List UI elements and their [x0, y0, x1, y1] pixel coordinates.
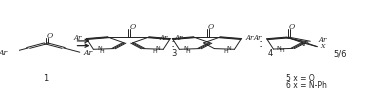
Text: :: :	[171, 37, 175, 50]
Text: 6 x = N-Ph: 6 x = N-Ph	[286, 81, 327, 90]
Text: N: N	[277, 46, 281, 51]
Text: Ar: Ar	[160, 34, 168, 42]
Text: 4: 4	[268, 49, 273, 58]
Text: 1: 1	[43, 74, 48, 83]
Text: Ar: Ar	[254, 34, 262, 42]
Text: 5 x = O: 5 x = O	[286, 74, 315, 83]
Text: Ar: Ar	[246, 34, 254, 42]
Text: Ar: Ar	[319, 36, 327, 43]
Text: N: N	[183, 46, 187, 51]
Text: H: H	[185, 48, 190, 54]
Text: N: N	[226, 46, 231, 51]
Text: N: N	[155, 46, 160, 51]
Text: N: N	[97, 46, 102, 51]
Text: X: X	[321, 44, 325, 49]
Text: O: O	[289, 23, 295, 31]
Text: H: H	[279, 48, 284, 53]
Text: Ar: Ar	[74, 34, 82, 42]
Text: O: O	[46, 32, 53, 40]
Text: 3: 3	[171, 49, 177, 58]
Text: H: H	[224, 48, 229, 54]
Text: Ar: Ar	[175, 34, 183, 42]
Text: 5/6: 5/6	[334, 50, 347, 59]
Text: H: H	[153, 48, 157, 54]
Text: O: O	[130, 23, 136, 31]
Text: :: :	[259, 37, 263, 50]
Text: O: O	[208, 23, 214, 31]
Text: Ar: Ar	[0, 49, 8, 57]
Text: H: H	[99, 48, 104, 54]
Text: Ar: Ar	[84, 49, 93, 57]
Text: Ar': Ar'	[299, 42, 308, 47]
